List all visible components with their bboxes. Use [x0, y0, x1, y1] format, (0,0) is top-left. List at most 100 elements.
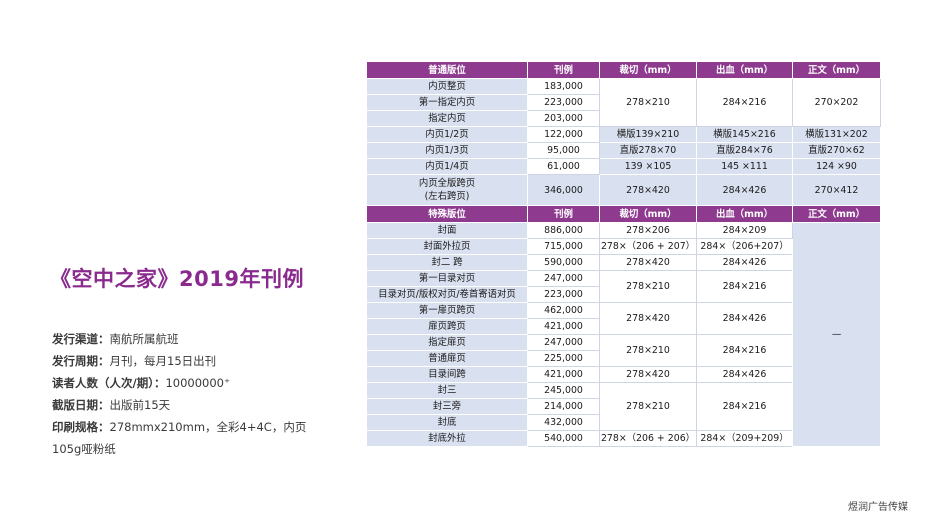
- position-cell: 普通扉页: [366, 350, 528, 367]
- header-cell: 正文（mm）: [792, 61, 881, 79]
- info-row-print: 印刷规格：278mmx210mm，全彩4+4C，内页: [52, 416, 306, 438]
- price-cell: 590,000: [527, 254, 600, 271]
- info-row-channel: 发行渠道：南航所属航班: [52, 328, 306, 350]
- info-value: 月刊，每月15日出刊: [109, 354, 217, 368]
- page-title: 《空中之家》2019年刊例: [50, 267, 304, 291]
- table-row: 目录间跨 421,000 278×420 284×426: [366, 366, 881, 383]
- price-cell: 225,000: [527, 350, 600, 367]
- bleed-cell: 284×216: [696, 78, 793, 127]
- price-cell: 247,000: [527, 334, 600, 351]
- info-value: 南航所属航班: [109, 332, 179, 346]
- position-cell: 第一指定内页: [366, 94, 528, 111]
- info-row-readers: 读者人数（人次/期）：10000000⁺: [52, 372, 306, 394]
- table-header-regular: 普通版位 刊例 裁切（mm） 出血（mm） 正文（mm）: [366, 61, 881, 79]
- info-key: 截版日期：: [52, 398, 110, 412]
- text-cell: 横版131×202: [792, 126, 881, 143]
- price-cell: 223,000: [527, 286, 600, 303]
- position-cell: 目录间跨: [366, 366, 528, 383]
- info-key: 发行周期：: [52, 354, 110, 368]
- position-cell: 封面: [366, 222, 528, 239]
- cut-cell: 278×210: [599, 382, 697, 431]
- position-cell: 扉页跨页: [366, 318, 528, 335]
- price-cell: 462,000: [527, 302, 600, 319]
- cut-cell: 278×206: [599, 222, 697, 239]
- table-row: 封二 跨 590,000 278×420 284×426: [366, 254, 881, 271]
- header-cell: 刊例: [527, 205, 600, 223]
- table-row: 封三旁 214,000: [366, 398, 881, 415]
- cut-cell: 278×（206 + 206）: [599, 430, 697, 447]
- price-cell: 421,000: [527, 318, 600, 335]
- price-cell: 183,000: [527, 78, 600, 95]
- bleed-cell: 284×426: [696, 302, 793, 335]
- bleed-cell: 145 ×111: [696, 158, 793, 175]
- price-cell: 247,000: [527, 270, 600, 287]
- price-cell: 886,000: [527, 222, 600, 239]
- cut-cell: 278×420: [599, 174, 697, 206]
- table-row: 第一扉页跨页 462,000 278×420 284×426: [366, 302, 881, 335]
- bleed-cell: 284×426: [696, 174, 793, 206]
- text-cell: 270×202: [792, 78, 881, 127]
- info-key: 读者人数（人次/期）：: [52, 376, 166, 390]
- table-row: 封面外拉页 715,000 278×（206 + 207） 284×（206+2…: [366, 238, 881, 255]
- header-cell: 特殊版位: [366, 205, 528, 223]
- cut-cell: 278×210: [599, 270, 697, 303]
- info-row-deadline: 截版日期：出版前15天: [52, 394, 306, 416]
- price-cell: 122,000: [527, 126, 600, 143]
- cut-cell: 278×210: [599, 78, 697, 127]
- info-key: 印刷规格：: [52, 420, 110, 434]
- position-cell: 内页整页: [366, 78, 528, 95]
- position-cell: 封底外拉: [366, 430, 528, 447]
- cut-cell: 直版278×70: [599, 142, 697, 159]
- price-cell: 346,000: [527, 174, 600, 206]
- table-row: 封面 886,000 278×206 284×209 —: [366, 222, 881, 447]
- text-cell: 124 ×90: [792, 158, 881, 175]
- bleed-cell: 284×216: [696, 270, 793, 303]
- header-cell: 刊例: [527, 61, 600, 79]
- text-cell: —: [792, 222, 881, 447]
- position-cell: 封底: [366, 414, 528, 431]
- position-cell: 第一目录对页: [366, 270, 528, 287]
- price-cell: 715,000: [527, 238, 600, 255]
- cut-cell: 278×420: [599, 254, 697, 271]
- info-row-cycle: 发行周期：月刊，每月15日出刊: [52, 350, 306, 372]
- header-cell: 普通版位: [366, 61, 528, 79]
- text-cell: 270×412: [792, 174, 881, 206]
- table-row: 目录对页/版权对页/卷首寄语对页 223,000: [366, 286, 881, 303]
- price-cell: 223,000: [527, 94, 600, 111]
- info-value: 出版前15天: [109, 398, 171, 412]
- table-row: 第一指定内页 223,000: [366, 94, 881, 111]
- header-cell: 出血（mm）: [696, 61, 793, 79]
- rate-table: 普通版位 刊例 裁切（mm） 出血（mm） 正文（mm） 内页整页 183,00…: [366, 61, 881, 447]
- header-cell: 出血（mm）: [696, 205, 793, 223]
- position-cell: 指定扉页: [366, 334, 528, 351]
- price-cell: 245,000: [527, 382, 600, 399]
- position-cell: 封面外拉页: [366, 238, 528, 255]
- table-row: 指定扉页 247,000 278×210 284×216: [366, 334, 881, 367]
- header-cell: 裁切（mm）: [599, 61, 697, 79]
- price-cell: 214,000: [527, 398, 600, 415]
- price-cell: 432,000: [527, 414, 600, 431]
- position-cell: 封三旁: [366, 398, 528, 415]
- price-cell: 95,000: [527, 142, 600, 159]
- cut-cell: 278×420: [599, 366, 697, 383]
- info-value: 10000000⁺: [165, 376, 231, 390]
- table-row: 第一目录对页 247,000 278×210 284×216: [366, 270, 881, 303]
- table-row: 内页全版跨页 (左右跨页) 346,000 278×420 284×426 270…: [366, 174, 881, 206]
- bleed-cell: 284×216: [696, 334, 793, 367]
- price-cell: 61,000: [527, 158, 600, 175]
- price-cell: 540,000: [527, 430, 600, 447]
- position-cell: 指定内页: [366, 110, 528, 127]
- company-footer: 煜润广告传媒: [848, 502, 908, 513]
- cut-cell: 278×210: [599, 334, 697, 367]
- position-cell: 封三: [366, 382, 528, 399]
- position-cell: 内页1/3页: [366, 142, 528, 159]
- table-row: 内页1/4页 61,000 139 ×105 145 ×111 124 ×90: [366, 158, 881, 175]
- table-row: 普通扉页 225,000: [366, 350, 881, 367]
- publication-info: 发行渠道：南航所属航班 发行周期：月刊，每月15日出刊 读者人数（人次/期）：1…: [52, 328, 306, 460]
- info-value: 278mmx210mm，全彩4+4C，内页: [109, 420, 307, 434]
- bleed-cell: 284×216: [696, 382, 793, 431]
- position-line: (左右跨页): [424, 191, 470, 202]
- bleed-cell: 284×426: [696, 366, 793, 383]
- header-cell: 裁切（mm）: [599, 205, 697, 223]
- bleed-cell: 直版284×76: [696, 142, 793, 159]
